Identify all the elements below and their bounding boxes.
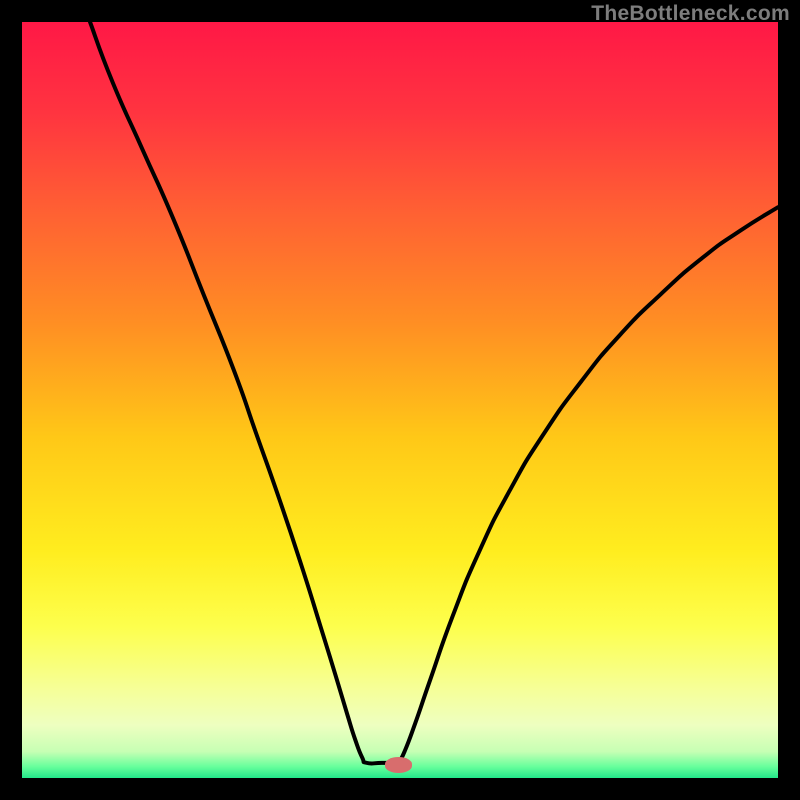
optimal-point-marker	[385, 757, 411, 774]
curve-right-branch	[398, 207, 778, 763]
curve-left-branch	[90, 22, 398, 764]
bottleneck-curve	[22, 22, 778, 778]
chart-frame: TheBottleneck.com	[0, 0, 800, 800]
